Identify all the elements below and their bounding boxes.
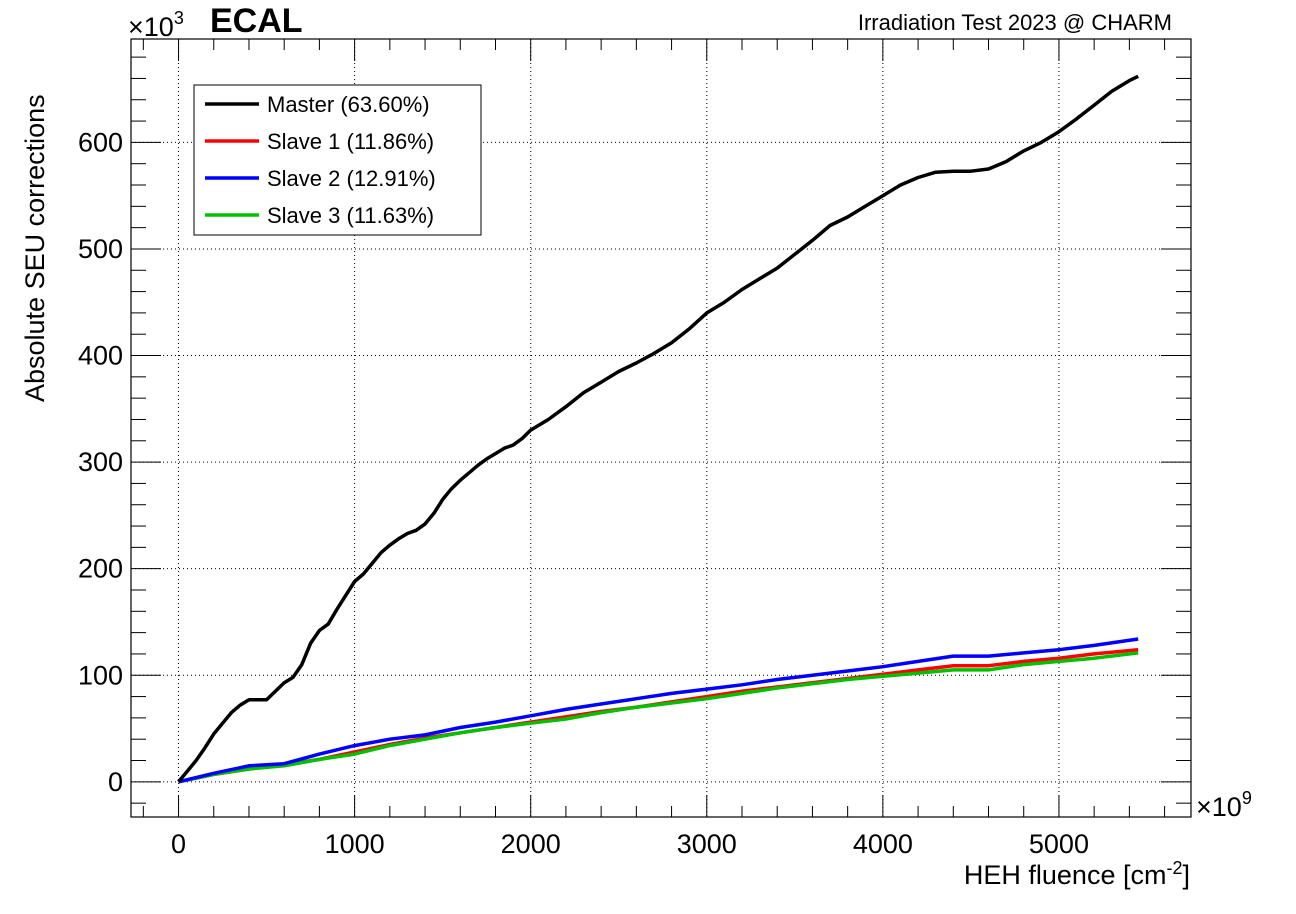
- legend-label: Slave 3 (11.63%): [267, 203, 434, 228]
- y-tick-label: 500: [78, 234, 123, 264]
- x-multiplier: ×109: [1196, 788, 1252, 822]
- y-multiplier: ×103: [128, 8, 184, 42]
- chart-subtitle: Irradiation Test 2023 @ CHARM: [858, 10, 1172, 35]
- series-line-4: [178, 651, 1139, 784]
- legend-label: Master (63.60%): [267, 92, 430, 117]
- y-tick-label: 100: [78, 660, 123, 690]
- series-line-3: [178, 637, 1139, 784]
- x-tick-label: 5000: [1029, 829, 1089, 859]
- x-tick-label: 0: [171, 829, 186, 859]
- axis-ticks: [131, 39, 1191, 817]
- chart-title: ECAL: [210, 2, 303, 40]
- x-tick-label: 4000: [853, 829, 913, 859]
- legend: Master (63.60%) Slave 1 (11.86%) Slave 2 (…: [193, 84, 482, 236]
- y-tick-label: 200: [78, 554, 123, 584]
- y-tick-label: 400: [78, 341, 123, 371]
- x-axis-title: HEH fluence [cm-2]: [964, 858, 1190, 890]
- legend-label: Slave 1 (11.86%): [267, 129, 434, 154]
- data-series: [177, 74, 1139, 784]
- y-axis-title: Absolute SEU corrections: [20, 94, 50, 402]
- y-tick-label: 0: [108, 767, 123, 797]
- x-tick-label: 1000: [325, 829, 385, 859]
- tick-labels: 0 1000 2000 3000 4000 5000 0 100 200 300 400 500 600: [78, 127, 1089, 859]
- x-tick-label: 2000: [501, 829, 561, 859]
- y-tick-label: 600: [78, 127, 123, 157]
- legend-label: Slave 2 (12.91%): [267, 166, 436, 191]
- y-tick-label: 300: [78, 447, 123, 477]
- legend-box: [193, 84, 482, 236]
- x-tick-label: 3000: [677, 829, 737, 859]
- plot-frame: [130, 38, 1192, 818]
- series-line-1: [177, 74, 1139, 783]
